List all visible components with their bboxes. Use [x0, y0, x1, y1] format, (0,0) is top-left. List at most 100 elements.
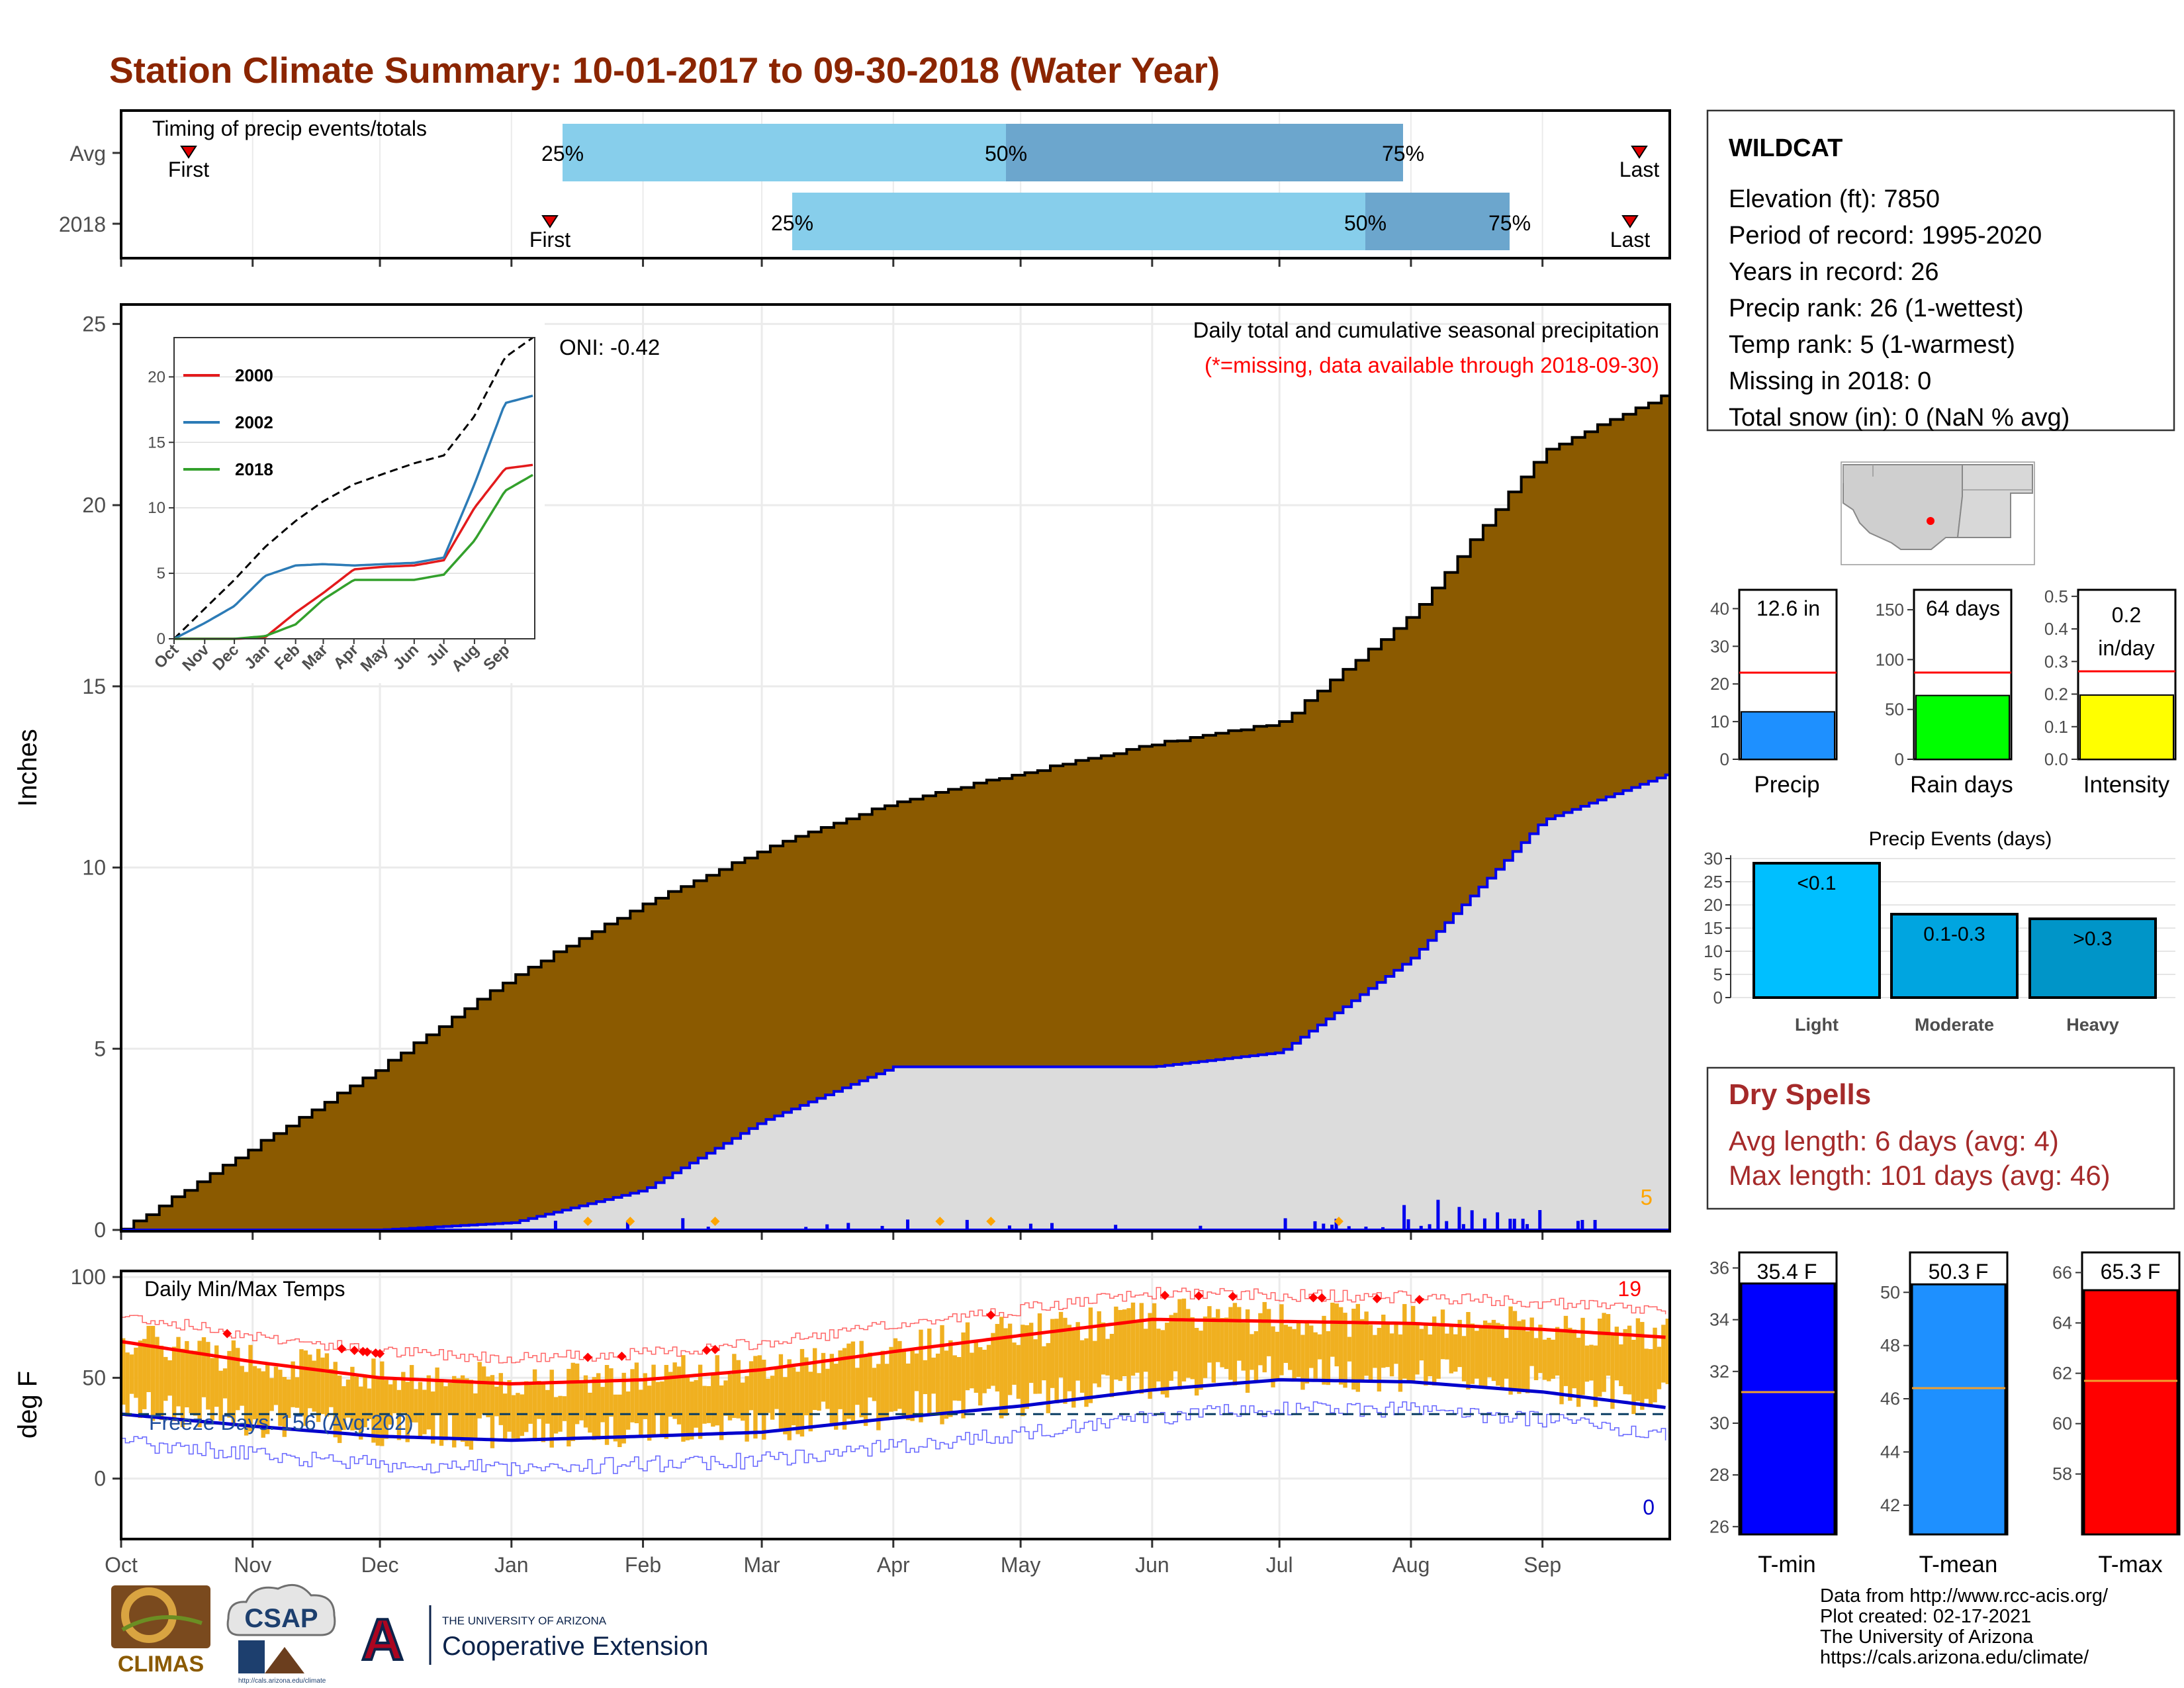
daily-temp-bar: [791, 1367, 796, 1426]
daily-temp-bar: [906, 1363, 911, 1421]
daily-temp-bar: [676, 1366, 682, 1425]
record-high-marker: [337, 1344, 347, 1354]
daily-temp-bar: [643, 1373, 647, 1419]
daily-temp-bar: [664, 1364, 669, 1439]
daily-temp-bar: [125, 1352, 130, 1417]
daily-temp-bar: [1521, 1319, 1526, 1389]
daily-temp-bar: [1088, 1307, 1093, 1403]
inset-series-line: [173, 395, 533, 640]
daily-temp-bar: [1389, 1333, 1394, 1377]
daily-temp-bar: [694, 1380, 698, 1428]
daily-temp-bar: [354, 1376, 359, 1430]
temp-summary-y-tick-label: 46: [1880, 1389, 1900, 1409]
daily-temp-bar: [1296, 1320, 1301, 1377]
timing-row-2018: 2018: [59, 212, 106, 236]
daily-temp-bar: [1635, 1318, 1641, 1401]
daily-temp-bar: [893, 1338, 898, 1411]
daily-temp-bar: [1593, 1345, 1598, 1407]
daily-temp-bar: [1122, 1309, 1127, 1376]
summary-y-tick-label: 0: [1720, 749, 1729, 769]
daily-temp-bar: [1487, 1323, 1492, 1378]
daily-temp-bar: [1360, 1319, 1365, 1382]
daily-temp-bar: [1046, 1342, 1050, 1413]
daily-temp-bar: [1063, 1317, 1068, 1404]
daily-precip-bar: [1496, 1212, 1500, 1230]
daily-precip-bar: [1470, 1210, 1474, 1230]
daily-temp-bar: [999, 1317, 1004, 1419]
footer-line-created: Plot created: 02-17-2021: [1820, 1606, 2031, 1627]
daily-temp-bar: [1479, 1327, 1483, 1389]
daily-temp-bar: [1661, 1325, 1666, 1383]
daily-temp-bar: [991, 1333, 995, 1386]
daily-precip-bar: [804, 1227, 808, 1230]
daily-temp-bar: [757, 1355, 762, 1415]
daily-precip-bar: [846, 1223, 850, 1230]
daily-temp-bar: [367, 1388, 372, 1419]
timing-avg-first-marker-icon: [180, 146, 197, 159]
events-y-tick-label: 25: [1704, 872, 1723, 892]
missing-note: (*=missing, data available through 2018-…: [1205, 353, 1659, 377]
timing-avg-q25-label: 25%: [541, 142, 584, 165]
daily-temp-bar: [1533, 1338, 1539, 1381]
daily-precip-bar: [1402, 1205, 1406, 1230]
daily-temp-bar: [308, 1354, 312, 1409]
timing-avg-q75-label: 75%: [1382, 142, 1424, 165]
record-high-marker: [222, 1329, 232, 1338]
daily-temp-bar: [176, 1336, 181, 1407]
daily-temp-bar: [1309, 1325, 1314, 1368]
precip-y-tick-label: 10: [82, 856, 106, 880]
daily-precip-bar: [1364, 1227, 1368, 1230]
climas-wordmark: CLIMAS: [118, 1652, 204, 1677]
events-bar-label: <0.1: [1797, 872, 1836, 894]
daily-temp-bar: [359, 1386, 363, 1440]
daily-temp-bar: [287, 1379, 291, 1419]
timing-avg-q50-label: 50%: [985, 142, 1027, 165]
temp-summary-bars: 26 28 30 32 34 36 42 44 46 48 50 58 60 62 64 66: [1709, 1251, 2181, 1536]
daily-temp-bar: [210, 1358, 215, 1421]
events-bar: [2028, 917, 2157, 999]
daily-temp-bar: [927, 1329, 932, 1413]
daily-temp-bar: [1105, 1338, 1110, 1376]
record-high-marker: [1414, 1295, 1424, 1305]
daily-temp-bar: [507, 1380, 512, 1432]
daily-temp-bar: [1194, 1328, 1199, 1396]
daily-temp-bar: [291, 1361, 295, 1407]
tmax-value: 65.3 F: [2101, 1260, 2161, 1284]
month-axis-label: Jun: [1135, 1553, 1169, 1577]
daily-temp-bar: [252, 1366, 257, 1420]
daily-temp-bar: [846, 1343, 851, 1419]
daily-temp-bar: [1627, 1325, 1632, 1395]
avg-min-line: [120, 1378, 1666, 1442]
summary-y-tick-label: 0.4: [2044, 619, 2068, 639]
summary-value-bar: [1915, 694, 2010, 761]
daily-temp-bar: [384, 1380, 388, 1439]
record-min-line: [121, 1401, 1666, 1476]
events-y-tick-label: 20: [1704, 895, 1723, 915]
timing-avg-q2-bar: [1006, 124, 1403, 181]
daily-temp-bar: [1355, 1303, 1360, 1392]
daily-temp-bar: [1253, 1331, 1259, 1383]
precip-events-chart: Precip Events (days) 0 5 10 15 20 25 30 <0.1 Lig…: [1704, 828, 2175, 1035]
month-axis-label: Sep: [1524, 1553, 1561, 1577]
daily-temp-bar: [422, 1389, 427, 1434]
daily-temp-bar: [897, 1340, 902, 1409]
daily-temp-bar: [1300, 1335, 1305, 1390]
daily-precip-bar: [1381, 1227, 1385, 1230]
daily-temp-bar: [970, 1352, 974, 1389]
daily-temp-bar: [1003, 1328, 1008, 1416]
daily-temp-bar: [829, 1354, 835, 1424]
daily-precip-bar: [1114, 1225, 1118, 1230]
daily-temp-bar: [142, 1338, 147, 1409]
daily-temp-bar: [1156, 1329, 1161, 1382]
daily-temp-bar: [1419, 1329, 1424, 1361]
temp-y-tick-label: 100: [71, 1265, 106, 1289]
daily-temp-bar: [872, 1368, 877, 1401]
daily-temp-bar: [1266, 1309, 1271, 1356]
daily-temp-bar: [278, 1370, 283, 1427]
record-high-marker: [349, 1345, 359, 1355]
daily-temp-bar: [952, 1355, 957, 1401]
daily-temp-bar: [995, 1324, 1000, 1392]
daily-precip-bar: [1580, 1219, 1584, 1230]
daily-temp-bar: [1033, 1339, 1038, 1394]
daily-temp-bar: [1237, 1307, 1242, 1361]
